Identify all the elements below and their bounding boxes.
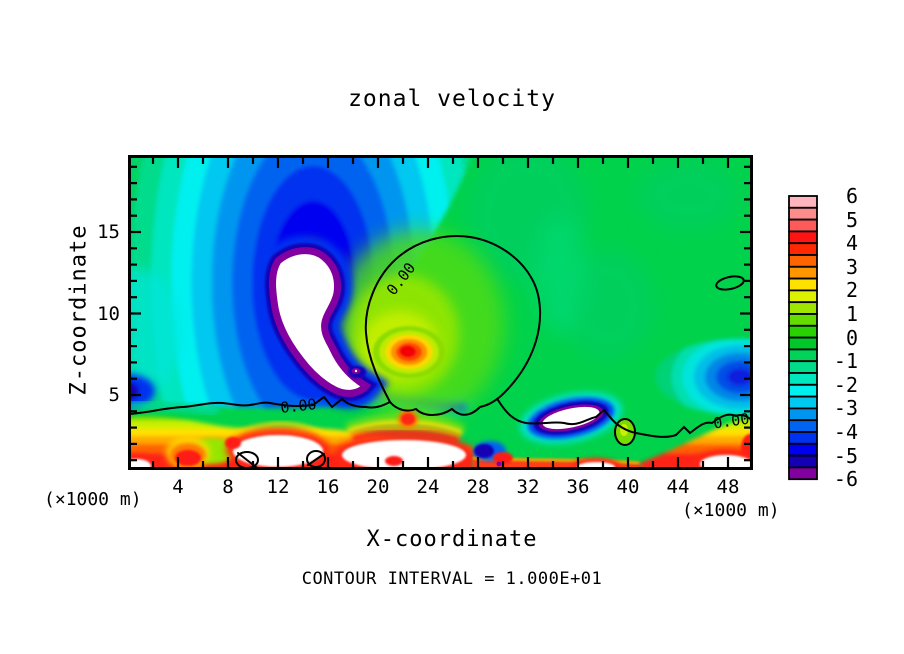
colorbar-cell — [788, 206, 818, 221]
colorbar-cell — [788, 372, 818, 386]
zero-contour-label: 0.00 — [712, 410, 750, 433]
x-tick-label: 8 — [222, 476, 234, 498]
x-tick-label: 48 — [716, 476, 740, 498]
colorbar-cell — [788, 195, 818, 209]
colorbar-tick-label: 6 — [845, 184, 858, 208]
x-tick-label: 24 — [416, 476, 440, 498]
colorbar-tick-label: 5 — [845, 207, 858, 232]
colorbar-tick-label: 3 — [845, 254, 858, 279]
colorbar-cell — [788, 454, 818, 469]
colorbar-cell — [788, 407, 818, 422]
colorbar-cell — [788, 324, 818, 339]
colorbar-tick-label: 4 — [845, 231, 858, 256]
plot-frame — [128, 155, 753, 470]
colorbar-tick-label: 1 — [845, 302, 858, 326]
colorbar-cell — [788, 383, 818, 398]
colorbar-cell — [788, 419, 818, 433]
colorbar-tick-label: -2 — [833, 372, 858, 397]
contour-field: 0.000.000.00 — [128, 155, 753, 470]
z-axis-unit-note: (×1000 m) — [44, 489, 142, 510]
colorbar-tick-label: -5 — [833, 443, 858, 468]
zero-contour-label: 0.00 — [280, 395, 318, 417]
y-tick-label: 5 — [108, 384, 120, 406]
colorbar-cell — [788, 395, 818, 410]
colorbar-cell — [788, 360, 818, 374]
colorbar-cell — [788, 230, 818, 245]
colorbar-tick-label: -3 — [833, 396, 858, 421]
colorbar-cell — [788, 442, 818, 457]
x-axis-title: X-coordinate — [366, 527, 538, 552]
chart-title: zonal velocity — [348, 86, 556, 112]
colorbar-tick-label: -6 — [833, 467, 858, 492]
colorbar-cell — [788, 313, 818, 327]
colorbar-cells — [788, 195, 818, 481]
colorbar-cell — [788, 218, 818, 233]
colorbar-cell — [788, 277, 818, 292]
colorbar-cell — [788, 242, 818, 256]
colorbar-cell — [788, 301, 818, 315]
contour-interval-note: CONTOUR INTERVAL = 1.000E+01 — [301, 569, 603, 589]
x-tick-label: 16 — [316, 476, 340, 498]
x-tick-label: 36 — [566, 476, 590, 498]
axis-ticks — [131, 158, 750, 467]
x-tick-label: 44 — [666, 476, 690, 498]
y-tick-label: 15 — [97, 221, 120, 243]
colorbar-tick-label: -4 — [833, 420, 858, 444]
x-tick-label: 20 — [366, 476, 390, 498]
y-tick-label: 10 — [97, 302, 120, 325]
x-tick-label: 28 — [466, 476, 490, 498]
colorbar-tick-label: -1 — [833, 349, 858, 374]
colorbar — [787, 194, 823, 486]
colorbar-tick-label: 2 — [845, 278, 858, 303]
x-tick-label: 40 — [616, 476, 640, 498]
colorbar-cell — [788, 466, 818, 481]
colorbar-cell — [788, 431, 818, 445]
colorbar-cell — [788, 348, 818, 363]
colorbar-cell — [788, 336, 818, 351]
plot-area: 0.00 0.00 0.00 — [128, 155, 753, 470]
colorbar-cell — [788, 265, 818, 280]
x-axis-unit-note: (×1000 m) — [682, 500, 780, 521]
colorbar-tick-label: 0 — [845, 325, 858, 350]
x-tick-label: 4 — [172, 476, 184, 498]
colorbar-cell — [788, 254, 818, 268]
x-tick-label: 12 — [266, 476, 290, 498]
colorbar-cell — [788, 289, 818, 304]
x-tick-label: 32 — [516, 476, 540, 498]
